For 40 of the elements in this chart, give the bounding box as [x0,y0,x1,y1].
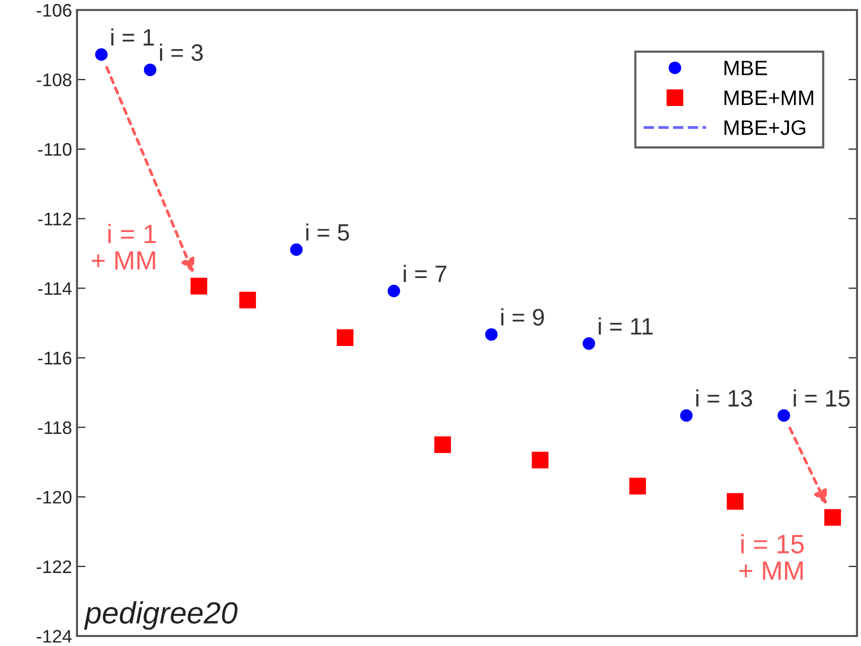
y-tick-label: -124 [36,630,72,643]
point [824,509,841,526]
annotation: i = 15 + MM [739,534,804,580]
point [680,409,693,422]
y-tick-label: -118 [38,421,72,434]
annotation: i = 9 [501,308,544,326]
point [778,409,790,422]
point [532,452,548,468]
y-tick-label: -114 [38,282,72,295]
annotation: i = 7 [404,264,446,282]
legend-label: MBE+JG [724,120,806,136]
annotation: i = 11 [598,317,653,334]
annotation: i = 1 + MM [92,224,156,270]
y-tick-label: -122 [36,560,72,573]
annotation: pedigree20 [84,601,238,630]
point [290,243,303,256]
legend-label: MBE+MM [724,90,814,105]
point [336,329,354,346]
y-tick-label: -108 [36,73,72,86]
annotation: i = 5 [306,223,350,241]
y-tick-label: -120 [36,490,72,504]
y-tick-label: -116 [38,352,72,364]
point [388,284,400,298]
point [190,278,208,294]
y-tick-label: -106 [36,4,72,17]
y-tick-label: -112 [38,212,72,226]
point [95,48,108,61]
legend-label: MBE [724,60,768,76]
y-tick-label: -110 [38,143,72,156]
point [582,337,596,350]
point [485,328,498,341]
annotation: i = 1 [111,28,154,46]
point [144,64,156,76]
annotation: i = 15 [794,389,850,407]
point [629,478,646,494]
point [239,292,256,308]
annotation: i = 3 [160,44,203,61]
annotation: i = 13 [696,389,752,407]
point [434,436,451,454]
point [726,493,744,510]
